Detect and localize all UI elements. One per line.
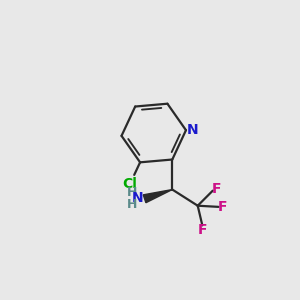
Text: F: F: [218, 200, 227, 214]
Text: F: F: [212, 182, 222, 196]
Text: N: N: [187, 123, 198, 137]
Text: Cl: Cl: [122, 177, 137, 191]
Text: H: H: [127, 186, 137, 199]
Text: F: F: [198, 224, 207, 237]
Text: H: H: [127, 198, 137, 211]
Polygon shape: [143, 190, 172, 203]
Text: N: N: [131, 191, 143, 205]
